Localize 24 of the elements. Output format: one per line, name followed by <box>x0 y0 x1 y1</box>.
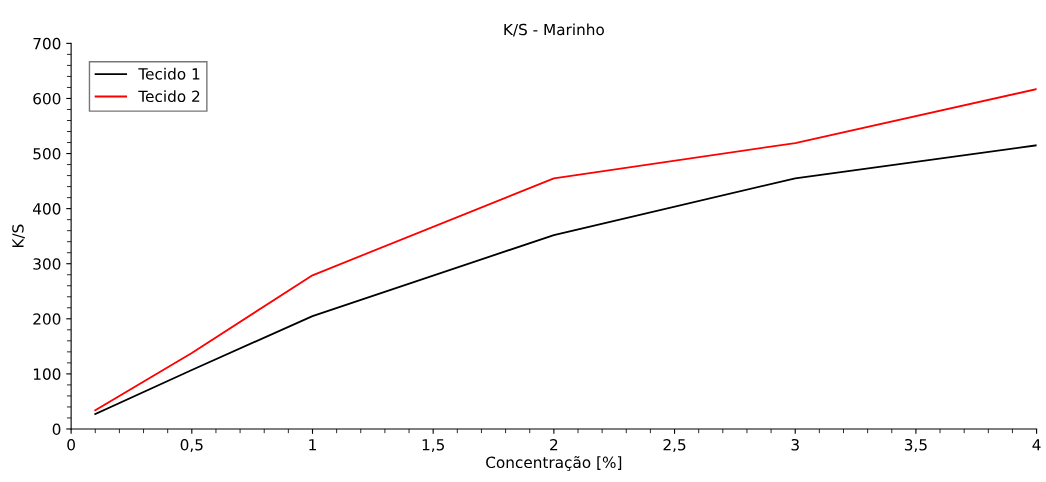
x-tick-label: 0 <box>67 438 75 451</box>
x-tick-label: 0,5 <box>180 438 203 453</box>
y-tick-label: 0 <box>52 423 61 435</box>
legend-label: Tecido 1 <box>138 67 200 80</box>
y-tick-label: 400 <box>32 203 61 215</box>
x-tick-label: 1,5 <box>422 439 444 453</box>
x-tick-label: 4 <box>1032 439 1041 451</box>
y-tick-label: 200 <box>33 313 61 325</box>
y-tick-label: 700 <box>33 37 61 50</box>
y-axis-title: K/S <box>12 224 25 248</box>
line-series <box>94 144 1037 416</box>
x-tick-label: 2,5 <box>663 438 686 453</box>
x-tick-label: 3 <box>791 438 799 451</box>
x-tick-label: 2 <box>550 438 558 451</box>
y-tick-label: 100 <box>33 368 61 380</box>
legend-label: Tecido 2 <box>138 90 200 103</box>
x-axis-title: Concentração [%] <box>486 456 622 471</box>
y-tick-label: 500 <box>33 148 61 160</box>
chart-title: K/S - Marinho <box>504 23 604 37</box>
x-tick-label: 1 <box>309 439 316 451</box>
y-tick-label: 300 <box>33 258 61 270</box>
line-series <box>94 88 1037 412</box>
y-tick-label: 600 <box>33 92 61 105</box>
x-tick-label: 3,5 <box>904 438 927 453</box>
